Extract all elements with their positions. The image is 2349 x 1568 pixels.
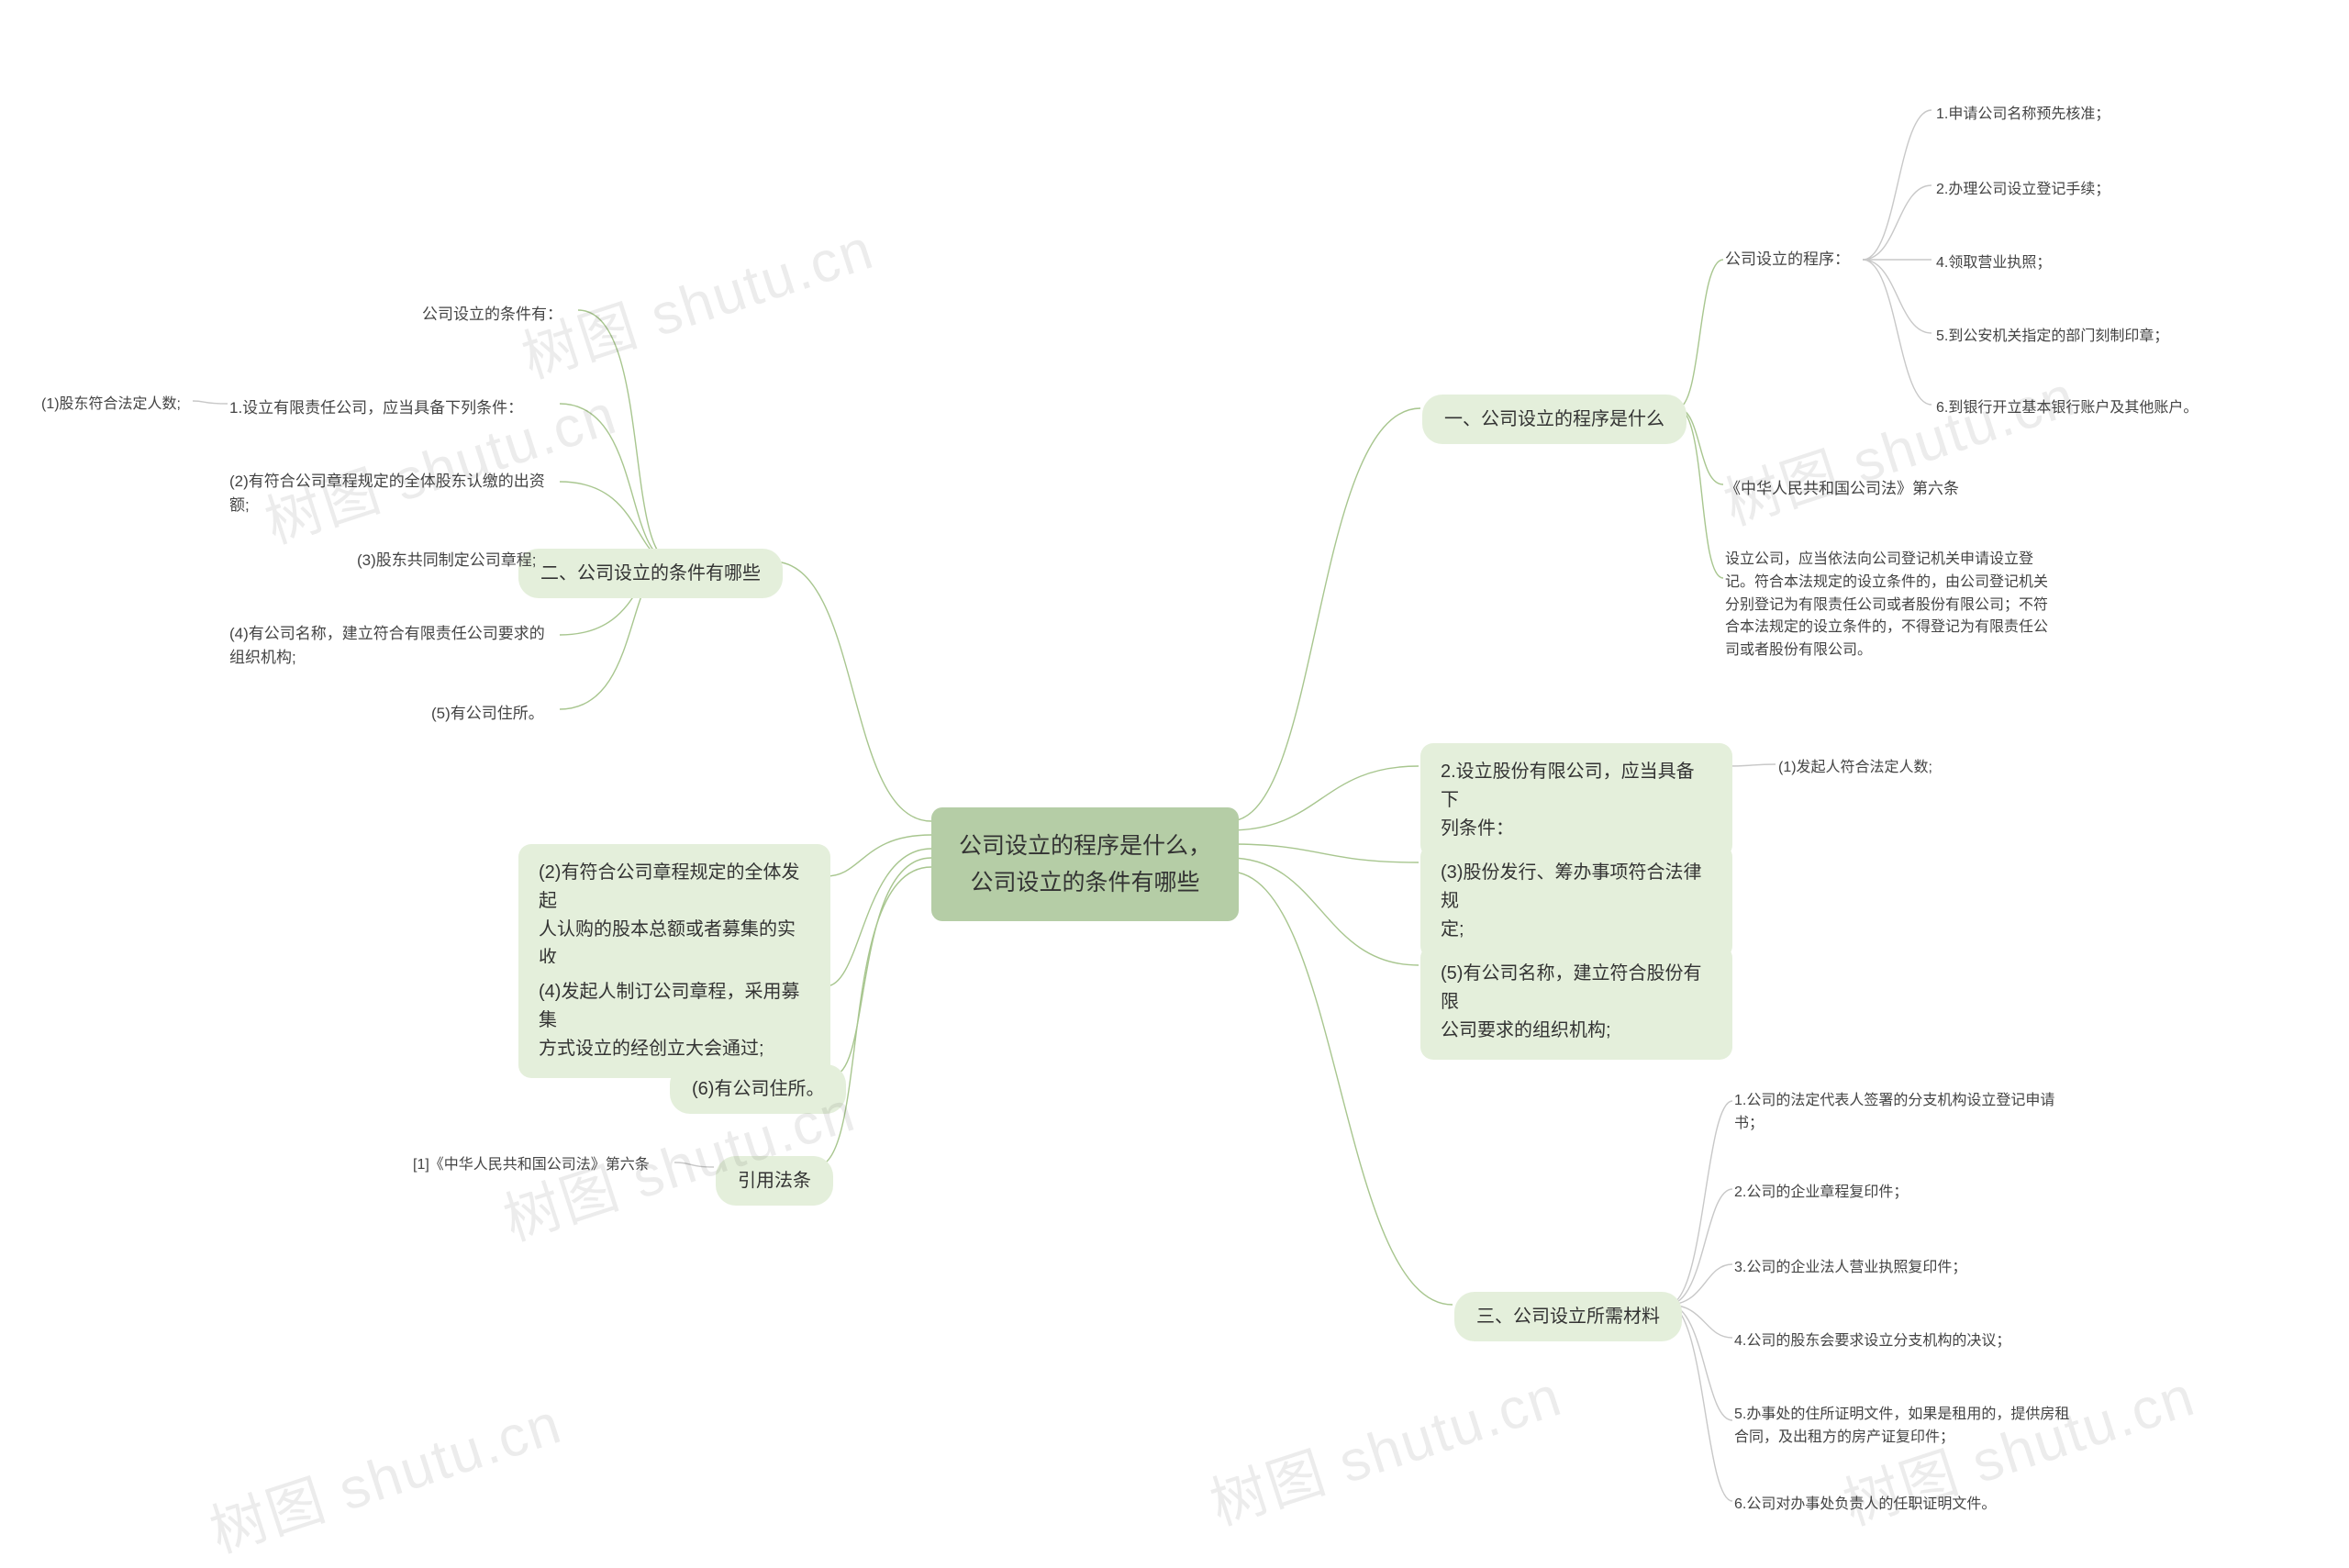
b2-c2: 1.设立有限责任公司，应当具备下列条件： <box>229 396 523 420</box>
b1-c1-i4: 6.到银行开立基本银行账户及其他账户。 <box>1936 397 2198 420</box>
b10-i5: 6.公司对办事处负责人的任职证明文件。 <box>1734 1494 1996 1517</box>
branch-4-l1: (2)有符合公司章程规定的全体发起 <box>539 859 810 916</box>
branch-3-l1: 2.设立股份有限公司，应当具备下 <box>1441 758 1712 815</box>
b2-c6: (5)有公司住所。 <box>431 702 544 726</box>
b10-i1: 2.公司的企业章程复印件； <box>1734 1182 1908 1205</box>
branch-10-label: 三、公司设立所需材料 <box>1476 1307 1660 1327</box>
branch-6-l2: 方式设立的经创立大会通过; <box>539 1035 810 1063</box>
watermark-1: 树图 shutu.cn <box>510 203 883 394</box>
b2-c5: (4)有公司名称，建立符合有限责任公司要求的组织机构; <box>229 622 560 671</box>
b9-i0: [1]《中华人民共和国公司法》第六条 <box>413 1154 650 1177</box>
b1-c1-i2: 4.领取营业执照； <box>1936 252 2051 275</box>
b1-c1: 公司设立的程序： <box>1725 248 1850 272</box>
branch-3: 2.设立股份有限公司，应当具备下 列条件： <box>1420 743 1732 858</box>
branch-5-l1: (3)股份发行、筹办事项符合法律规 <box>1441 859 1712 916</box>
b1-c1-i3: 5.到公安机关指定的部门刻制印章； <box>1936 326 2168 349</box>
b1-c1-i0: 1.申请公司名称预先核准； <box>1936 104 2110 127</box>
branch-3-l2: 列条件： <box>1441 815 1712 843</box>
branch-8: (6)有公司住所。 <box>670 1064 846 1114</box>
branch-5-l2: 定; <box>1441 916 1712 944</box>
branch-1-label: 一、公司设立的程序是什么 <box>1444 409 1664 429</box>
b2-c4: (3)股东共同制定公司章程; <box>357 549 537 573</box>
mindmap-canvas: 公司设立的程序是什么， 公司设立的条件有哪些 一、公司设立的程序是什么 公司设立… <box>0 0 2349 1537</box>
root-line1: 公司设立的程序是什么， <box>959 828 1211 864</box>
watermark-5: 树图 shutu.cn <box>1198 1350 1571 1540</box>
b10-i4: 5.办事处的住所证明文件，如果是租用的，提供房租合同，及出租方的房产证复印件； <box>1734 1404 2083 1450</box>
b2-c3: (2)有符合公司章程规定的全体股东认缴的出资额; <box>229 470 560 518</box>
root-node: 公司设立的程序是什么， 公司设立的条件有哪些 <box>931 807 1239 921</box>
branch-7-l2: 公司要求的组织机构; <box>1441 1017 1712 1045</box>
b2-c2-i0: (1)股东符合法定人数; <box>41 394 181 417</box>
branch-6-l1: (4)发起人制订公司章程，采用募集 <box>539 978 810 1035</box>
branch-2-label: 二、公司设立的条件有哪些 <box>540 563 761 584</box>
branch-9: 引用法条 <box>716 1156 833 1206</box>
branch-1: 一、公司设立的程序是什么 <box>1422 395 1687 444</box>
b10-i0: 1.公司的法定代表人签署的分支机构设立登记申请书； <box>1734 1090 2065 1136</box>
b1-c2: 《中华人民共和国公司法》第六条 <box>1725 477 1959 501</box>
b1-c1-i1: 2.办理公司设立登记手续； <box>1936 179 2110 202</box>
edges-layer <box>0 0 2349 1537</box>
b10-i3: 4.公司的股东会要求设立分支机构的决议； <box>1734 1330 2010 1353</box>
branch-9-label: 引用法条 <box>738 1171 811 1191</box>
branch-2: 二、公司设立的条件有哪些 <box>518 549 783 598</box>
b10-i2: 3.公司的企业法人营业执照复印件； <box>1734 1257 1966 1280</box>
b3-i0: (1)发起人符合法定人数; <box>1778 757 1932 780</box>
watermark-2: 树图 shutu.cn <box>1712 350 2085 540</box>
branch-6: (4)发起人制订公司章程，采用募集 方式设立的经创立大会通过; <box>518 963 830 1078</box>
branch-7: (5)有公司名称，建立符合股份有限 公司要求的组织机构; <box>1420 945 1732 1060</box>
branch-8-label: (6)有公司住所。 <box>692 1079 824 1099</box>
b1-c3: 设立公司，应当依法向公司登记机关申请设立登记。符合本法规定的设立条件的，由公司登… <box>1725 549 2055 662</box>
branch-5: (3)股份发行、筹办事项符合法律规 定; <box>1420 844 1732 959</box>
watermark-4: 树图 shutu.cn <box>198 1377 571 1568</box>
branch-7-l1: (5)有公司名称，建立符合股份有限 <box>1441 960 1712 1017</box>
root-line2: 公司设立的条件有哪些 <box>959 864 1211 901</box>
b2-c1: 公司设立的条件有： <box>422 303 562 327</box>
branch-10: 三、公司设立所需材料 <box>1454 1292 1682 1341</box>
